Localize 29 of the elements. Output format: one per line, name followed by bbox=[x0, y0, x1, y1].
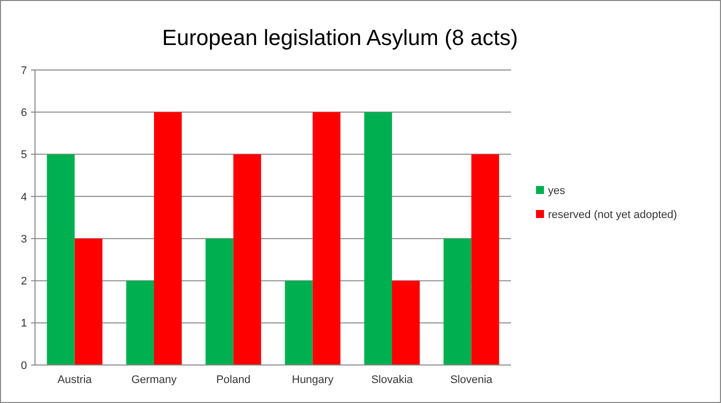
legend-label: reserved (not yet adopted) bbox=[548, 208, 678, 221]
y-tick-label: 4 bbox=[20, 191, 27, 204]
bar bbox=[154, 112, 182, 365]
x-tick-label: Germany bbox=[131, 374, 178, 386]
y-tick-label: 0 bbox=[20, 360, 27, 372]
bar bbox=[126, 280, 154, 365]
bar bbox=[284, 280, 313, 365]
y-tick-label: 6 bbox=[20, 106, 27, 119]
legend-label: yes bbox=[548, 184, 566, 197]
x-tick-label: Slovenia bbox=[450, 374, 494, 386]
y-tick-label: 7 bbox=[20, 64, 27, 77]
chart-title: European legislation Asylum (8 acts) bbox=[162, 25, 518, 50]
y-tick-label: 1 bbox=[20, 318, 27, 330]
y-tick-label: 3 bbox=[20, 233, 27, 246]
bar bbox=[444, 238, 472, 365]
bar bbox=[74, 238, 102, 365]
bar bbox=[233, 154, 262, 365]
y-tick-label: 5 bbox=[20, 149, 27, 162]
bar bbox=[364, 112, 392, 365]
bar bbox=[471, 154, 500, 365]
x-tick-label: Slovakia bbox=[371, 374, 414, 386]
bar bbox=[46, 154, 75, 365]
bar bbox=[392, 280, 420, 365]
bar bbox=[312, 112, 340, 365]
x-tick-label: Poland bbox=[216, 374, 250, 386]
x-tick-label: Austria bbox=[58, 374, 93, 386]
x-tick-label: Hungary bbox=[292, 374, 334, 386]
y-tick-label: 2 bbox=[20, 276, 27, 288]
bar bbox=[206, 238, 234, 365]
